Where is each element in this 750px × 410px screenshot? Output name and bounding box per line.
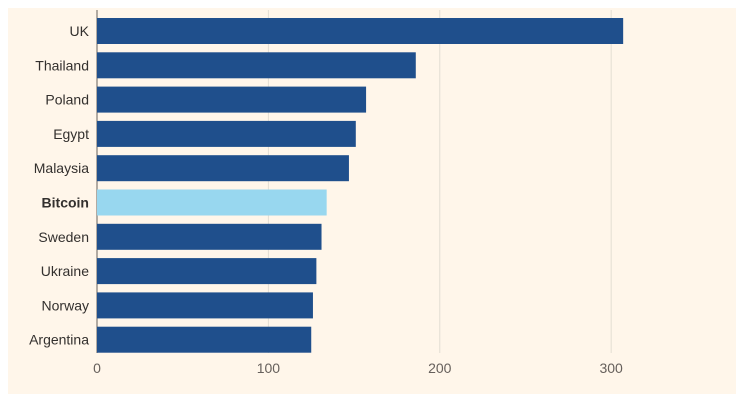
bar-egypt <box>97 120 356 147</box>
x-tick-label: 300 <box>599 360 623 376</box>
bar-chart: UK Thailand Poland Egypt Malaysia Bitcoin Swed… <box>29 10 624 376</box>
bar-thailand <box>97 52 416 79</box>
x-tick-label: 0 <box>93 360 101 376</box>
bar-ukraine <box>97 258 317 285</box>
x-tick-label: 100 <box>257 360 281 376</box>
category-label-uk: UK <box>70 23 90 39</box>
category-label-malaysia: Malaysia <box>34 160 89 176</box>
x-axis-ticks: 0 100 200 300 <box>93 360 623 376</box>
category-label-argentina: Argentina <box>29 332 89 348</box>
x-tick-label: 200 <box>428 360 452 376</box>
bar-sweden <box>97 223 322 250</box>
bar-argentina <box>97 326 312 353</box>
bar-malaysia <box>97 155 349 182</box>
bar-bitcoin <box>97 189 327 216</box>
category-label-ukraine: Ukraine <box>41 263 89 279</box>
bar-poland <box>97 86 367 113</box>
bars <box>97 18 624 353</box>
category-label-egypt: Egypt <box>53 126 89 142</box>
category-labels: UK Thailand Poland Egypt Malaysia Bitcoin Swed… <box>29 23 90 348</box>
category-label-thailand: Thailand <box>35 57 89 73</box>
chart-panel: UK Thailand Poland Egypt Malaysia Bitcoin Swed… <box>8 8 736 394</box>
category-label-poland: Poland <box>45 92 89 108</box>
category-label-bitcoin: Bitcoin <box>42 195 89 211</box>
bar-norway <box>97 292 313 319</box>
category-label-norway: Norway <box>42 297 89 313</box>
bar-uk <box>97 18 624 44</box>
category-label-sweden: Sweden <box>38 229 89 245</box>
